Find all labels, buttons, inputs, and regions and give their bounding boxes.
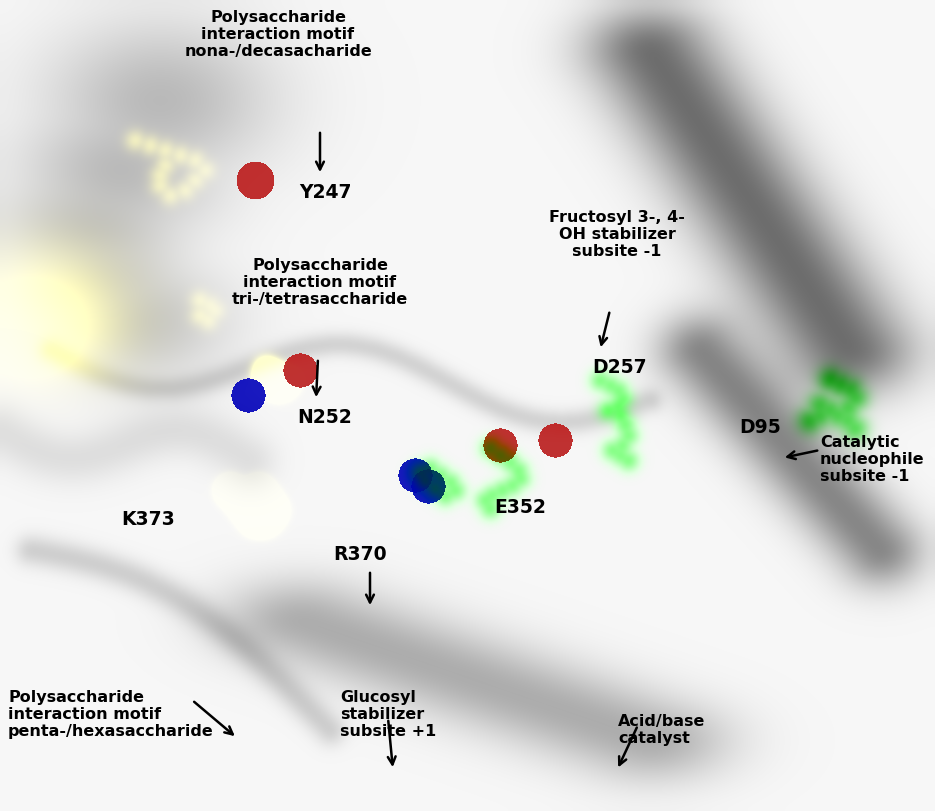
Text: D257: D257 — [593, 358, 647, 377]
Text: E352: E352 — [494, 498, 546, 517]
Text: R370: R370 — [333, 545, 387, 564]
Text: N252: N252 — [297, 408, 352, 427]
Text: Fructosyl 3-, 4-
OH stabilizer
subsite -1: Fructosyl 3-, 4- OH stabilizer subsite -… — [549, 210, 685, 259]
Text: Polysaccharide
interaction motif
tri-/tetrasaccharide: Polysaccharide interaction motif tri-/te… — [232, 258, 408, 307]
Text: K373: K373 — [122, 510, 175, 529]
Text: D95: D95 — [740, 418, 781, 437]
Text: Polysaccharide
interaction motif
nona-/decasacharide: Polysaccharide interaction motif nona-/d… — [184, 10, 372, 58]
Text: Polysaccharide
interaction motif
penta-/hexasaccharide: Polysaccharide interaction motif penta-/… — [8, 690, 214, 739]
Text: Catalytic
nucleophile
subsite -1: Catalytic nucleophile subsite -1 — [820, 435, 925, 483]
Text: Glucosyl
stabilizer
subsite +1: Glucosyl stabilizer subsite +1 — [340, 690, 437, 739]
Text: Y247: Y247 — [299, 183, 352, 202]
Text: Acid/base
catalyst: Acid/base catalyst — [618, 714, 705, 746]
